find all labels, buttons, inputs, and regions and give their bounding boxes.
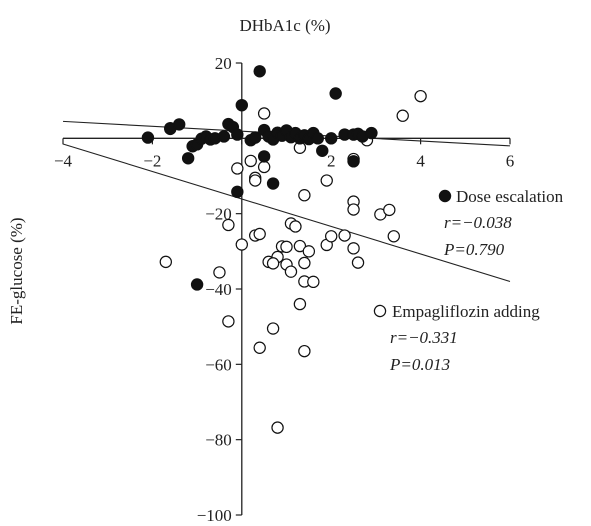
x-tick-label: 6 [506, 151, 515, 170]
point-dose-escalation [257, 150, 271, 163]
point-dose-escalation [266, 177, 280, 190]
y-ticks: 20 −20 −40 −60 −80 −100 [197, 54, 242, 525]
y-axis-title: FE-glucose (%) [7, 217, 26, 324]
point-empagliflozin-adding [383, 203, 396, 217]
x-axis-title: DHbA1c (%) [239, 16, 330, 35]
point-empagliflozin-adding [414, 89, 427, 103]
x-tick-label: 4 [416, 151, 425, 170]
point-dose-escalation [235, 98, 248, 112]
point-empagliflozin-adding [293, 297, 307, 311]
point-dose-escalation [249, 131, 262, 144]
point-empagliflozin-adding [159, 255, 173, 269]
point-empagliflozin-adding [222, 315, 235, 328]
point-empagliflozin-adding [231, 162, 244, 175]
legend-dose-escalation: Dose escalation r=−0.038 P=0.790 [438, 187, 564, 259]
point-empagliflozin-adding [387, 230, 400, 243]
point-empagliflozin-adding [266, 257, 280, 270]
legend-empagliflozin-adding: Empagliflozin adding r=−0.331 P=0.013 [373, 302, 540, 374]
point-dose-escalation [329, 87, 342, 100]
point-empagliflozin-adding [213, 266, 226, 279]
point-dose-escalation [181, 152, 195, 165]
x-tick-label: 2 [327, 151, 336, 170]
y-tick-label: −20 [205, 205, 232, 224]
point-empagliflozin-adding [302, 245, 316, 258]
point-dose-escalation [325, 132, 338, 145]
point-dose-escalation [347, 155, 360, 168]
point-empagliflozin-adding [284, 265, 298, 278]
point-dose-escalation [316, 144, 329, 157]
point-empagliflozin-adding [351, 256, 365, 269]
point-empagliflozin-adding [347, 242, 360, 255]
x-tick-label: −2 [143, 151, 161, 170]
y-tick-label: −60 [205, 355, 232, 374]
point-empagliflozin-adding [253, 341, 266, 354]
point-empagliflozin-adding [271, 421, 284, 434]
point-dose-escalation [190, 278, 204, 291]
point-empagliflozin-adding [253, 227, 266, 241]
legend-label-dose-escalation: Dose escalation [456, 187, 564, 206]
stat-p-empagliflozin-adding: P=0.013 [389, 355, 450, 374]
point-empagliflozin-adding [298, 189, 311, 202]
point-dose-escalation [311, 132, 324, 145]
point-empagliflozin-adding [307, 275, 320, 289]
legend-label-empagliflozin-adding: Empagliflozin adding [392, 302, 540, 321]
point-empagliflozin-adding [298, 344, 311, 358]
point-empagliflozin-adding [280, 240, 293, 254]
point-dose-escalation [231, 185, 244, 199]
point-empagliflozin-adding [325, 230, 338, 243]
point-empagliflozin-adding [266, 322, 280, 335]
point-dose-escalation [173, 118, 186, 131]
x-tick-label: −4 [54, 151, 73, 170]
regression-line-empagliflozin-adding [62, 143, 511, 282]
point-dose-escalation [231, 128, 244, 141]
point-empagliflozin-adding [396, 109, 409, 122]
stat-p-dose-escalation: P=0.790 [443, 240, 505, 259]
y-tick-label: −100 [197, 506, 232, 525]
point-dose-escalation [365, 126, 378, 140]
stat-r-dose-escalation: r=−0.038 [444, 213, 512, 232]
legend-filled-marker [438, 189, 452, 203]
point-empagliflozin-adding [257, 107, 271, 120]
point-empagliflozin-adding [298, 256, 311, 270]
y-tick-label: −40 [205, 280, 232, 299]
point-empagliflozin-adding [320, 174, 333, 187]
point-empagliflozin-adding [222, 218, 235, 232]
x-ticks: −4 −2 2 4 6 [54, 138, 514, 170]
legend-open-marker [373, 304, 387, 318]
point-empagliflozin-adding [293, 239, 307, 253]
y-tick-label: −80 [205, 431, 232, 450]
data-points [141, 65, 427, 434]
point-empagliflozin-adding [289, 220, 302, 233]
point-empagliflozin-adding [347, 203, 360, 216]
point-empagliflozin-adding [244, 154, 257, 168]
point-empagliflozin-adding [257, 160, 271, 174]
point-empagliflozin-adding [338, 229, 351, 242]
point-empagliflozin-adding [249, 174, 262, 187]
axes: −4 −2 2 4 6 20 −20 −40 −60 −80 −100 [54, 54, 514, 525]
point-dose-escalation [141, 131, 155, 144]
y-tick-label: 20 [215, 54, 232, 73]
point-dose-escalation [253, 65, 266, 78]
stat-r-empagliflozin-adding: r=−0.331 [390, 328, 458, 347]
point-empagliflozin-adding [235, 238, 248, 251]
point-dose-escalation [217, 130, 231, 143]
